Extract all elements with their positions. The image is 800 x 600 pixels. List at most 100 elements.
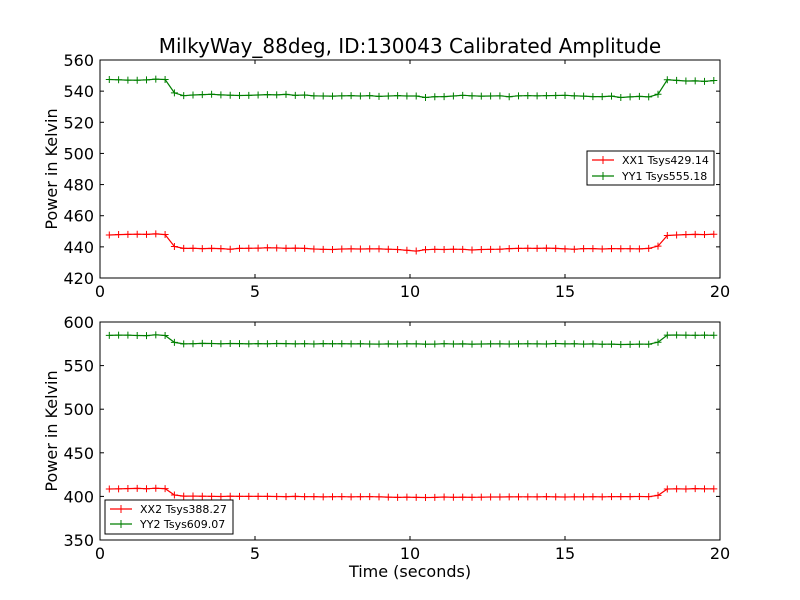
top-data-point (505, 245, 513, 253)
top-x-ticks: 0 5 10 15 20 (95, 60, 730, 301)
top-y-axis-label: Power in Kelvin (42, 108, 61, 229)
bottom-data-point (263, 492, 271, 500)
top-legend-label-xx1: XX1 Tsys429.14 (622, 154, 709, 167)
bottom-data-point (319, 340, 327, 348)
top-data-point (143, 230, 150, 238)
bottom-data-point (459, 493, 467, 501)
top-data-point (189, 244, 197, 252)
bottom-data-point (710, 331, 718, 339)
top-data-point (412, 247, 420, 255)
top-data-point (412, 92, 420, 100)
bottom-data-point (673, 485, 681, 493)
bottom-data-point (440, 493, 448, 501)
bottom-data-point (310, 493, 318, 501)
bottom-data-point (170, 338, 178, 346)
top-data-point (356, 245, 364, 253)
top-data-point (282, 90, 290, 98)
bottom-data-point (505, 493, 513, 501)
bottom-data-point (515, 493, 522, 501)
bottom-data-point (626, 493, 634, 501)
bottom-data-point (542, 493, 550, 501)
bottom-data-point (245, 340, 253, 348)
bottom-data-point (124, 331, 132, 339)
bottom-data-point (403, 340, 411, 348)
bottom-legend-marker-yy2 (117, 520, 125, 528)
top-data-point (645, 93, 653, 101)
top-data-point (496, 92, 504, 100)
bottom-data-point (449, 493, 457, 501)
bottom-data-point (431, 493, 439, 501)
bottom-data-point (449, 340, 457, 348)
bottom-y-tick-label: 500 (63, 400, 94, 419)
top-data-point (208, 244, 216, 252)
top-data-point (198, 91, 206, 99)
bottom-data-point (282, 493, 290, 501)
top-data-point (217, 245, 225, 253)
top-data-point (105, 75, 113, 83)
bottom-data-point (180, 492, 188, 500)
top-y-tick-label: 480 (63, 176, 94, 195)
bottom-y-axis-label: Power in Kelvin (42, 370, 61, 491)
bottom-data-point (422, 340, 429, 348)
top-data-point (161, 231, 169, 239)
top-data-point (180, 244, 188, 252)
top-y-tick-label: 440 (63, 238, 94, 257)
top-data-point (273, 244, 281, 252)
bottom-data-point (580, 493, 588, 501)
bottom-data-point (422, 494, 429, 502)
bottom-data-point (608, 340, 615, 348)
top-legend-box (586, 150, 715, 186)
x-axis-label: Time (seconds) (348, 562, 471, 581)
top-data-point (152, 230, 160, 238)
bottom-data-point (208, 492, 216, 500)
bottom-y-tick-label: 350 (63, 531, 94, 550)
bottom-data-point (682, 485, 690, 493)
bottom-data-point (440, 340, 448, 348)
top-data-point (487, 92, 495, 100)
top-data-point (105, 231, 113, 239)
top-data-point (263, 244, 271, 252)
top-data-point (468, 92, 476, 100)
top-x-tick-label: 5 (250, 282, 260, 301)
top-data-point (645, 244, 653, 252)
bottom-data-point (310, 340, 318, 348)
bottom-data-point (263, 340, 271, 348)
bottom-data-point (552, 340, 560, 348)
top-data-point (533, 92, 541, 100)
bottom-data-point (598, 493, 606, 501)
top-data-point (236, 244, 243, 252)
bottom-data-point (384, 340, 392, 348)
bottom-data-point (356, 493, 364, 501)
bottom-data-point (635, 340, 643, 348)
bottom-data-point (226, 340, 234, 348)
top-data-point (701, 231, 708, 239)
top-data-point (245, 244, 253, 252)
top-legend-label-yy1: YY1 Tsys555.18 (621, 170, 707, 183)
top-data-point (384, 92, 392, 100)
top-data-point (440, 246, 448, 254)
top-data-point (570, 92, 578, 100)
bottom-data-point (301, 493, 309, 501)
top-data-point (589, 93, 597, 101)
bottom-data-point (477, 493, 485, 501)
bottom-data-point (645, 340, 653, 348)
top-data-point (356, 92, 364, 100)
top-data-point (347, 92, 355, 100)
top-data-point (524, 244, 532, 252)
top-data-point (403, 246, 411, 254)
bottom-data-point (691, 485, 699, 493)
top-data-point (394, 246, 402, 254)
top-data-point (254, 91, 262, 99)
bottom-data-point (198, 339, 206, 347)
top-data-point (161, 75, 169, 83)
bottom-data-point (180, 340, 188, 348)
top-data-point (133, 230, 141, 238)
top-data-point (542, 244, 550, 252)
bottom-data-point (338, 340, 346, 348)
top-data-point (375, 92, 383, 100)
bottom-data-point (124, 485, 132, 493)
top-data-point (133, 76, 141, 84)
top-x-tick-label: 0 (95, 282, 105, 301)
bottom-data-point (635, 492, 643, 500)
top-data-point (691, 230, 699, 238)
